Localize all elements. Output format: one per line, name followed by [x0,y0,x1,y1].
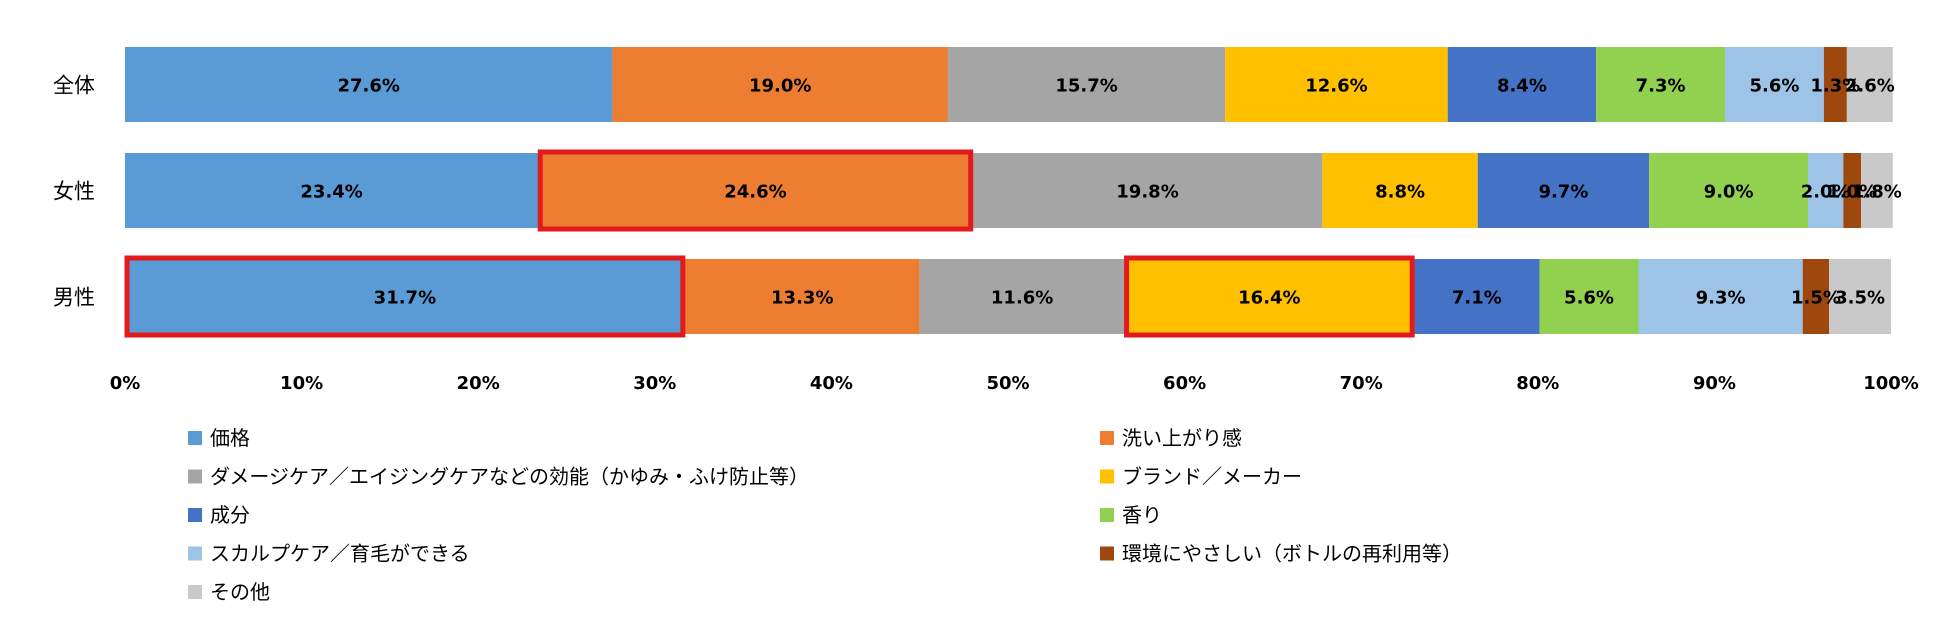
data-label: 7.1% [1452,288,1502,309]
bars-layer [125,47,1893,334]
x-tick-label: 30% [633,373,676,394]
data-label: 7.3% [1636,76,1686,97]
bar-segment [1539,259,1639,334]
x-tick-label: 70% [1340,373,1383,394]
legend-label: 価格 [210,426,250,450]
legend-label: 洗い上がり感 [1122,426,1242,450]
bar-segment [1322,153,1478,228]
bar-segment [1447,47,1597,122]
category-label: 男性 [53,286,95,310]
x-tick-label: 90% [1693,373,1736,394]
bar-segment [1225,47,1448,122]
legend-swatch [1100,469,1114,484]
bar-segment [1802,259,1830,334]
bar-segment [919,259,1125,334]
legend-label: スカルプケア／育毛ができる [210,542,470,566]
data-label: 3.5% [1835,288,1885,309]
data-label: 9.3% [1696,288,1746,309]
data-label: 24.6% [724,182,786,203]
bar-segment [538,153,973,228]
legend-swatch [1100,508,1114,522]
legend-swatch [188,546,202,561]
bar-segment [1596,47,1725,122]
legend-label: その他 [210,580,270,604]
data-label: 27.6% [337,76,399,97]
category-label: 全体 [53,74,95,98]
x-tick-label: 20% [457,373,500,394]
bar-segment [125,153,539,228]
bar-segment [1124,259,1415,334]
legend-swatch [1100,546,1114,561]
data-label: 8.8% [1375,182,1425,203]
bar-segment [1725,47,1824,122]
highlight-box [537,149,974,232]
bar-segment [1823,47,1847,122]
legend-swatch [1100,431,1114,445]
bar-segment [1808,153,1844,228]
bar-segment [125,259,685,334]
data-label: 8.4% [1497,76,1547,97]
data-label: 12.6% [1305,76,1367,97]
x-tick-label: 100% [1863,373,1919,394]
data-label: 16.4% [1238,288,1300,309]
bar-segment [1843,153,1861,228]
bar-segment [612,47,948,122]
data-label: 23.4% [300,182,362,203]
data-label: 31.7% [374,288,436,309]
bar-segment [1649,153,1808,228]
data-label: 2.0% [1801,182,1851,203]
x-tick-label: 40% [810,373,853,394]
x-tick-label: 10% [280,373,323,394]
data-label: 5.6% [1564,288,1614,309]
x-axis-ticks-layer: 0% 10% 20% 30% 40% 50% 60% 70% 80% 90% 100% [110,373,1919,394]
data-label: 9.0% [1704,182,1754,203]
legend-label: ブランド／メーカー [1122,465,1302,489]
data-label: 19.0% [749,76,811,97]
legend-label: ダメージケア／エイジングケアなどの効能（かゆみ・ふけ防止等） [210,465,809,489]
bar-segment [972,153,1323,228]
bar-segment [684,259,920,334]
x-tick-label: 80% [1516,373,1559,394]
data-label: 19.8% [1116,182,1178,203]
data-label: 13.3% [771,288,833,309]
x-tick-label: 0% [110,373,141,394]
data-label: 1.0% [1827,182,1877,203]
legend-label: 成分 [210,503,250,527]
data-label: 11.6% [991,288,1053,309]
data-label: 15.7% [1055,76,1117,97]
data-label: 1.8% [1852,182,1902,203]
data-label: 9.7% [1538,182,1588,203]
data-label: 5.6% [1749,76,1799,97]
highlights-layer [124,149,1415,338]
legend-swatch [188,431,202,445]
legend-label: 香り [1122,503,1162,527]
data-label: 1.5% [1791,288,1841,309]
legend-swatch [188,469,202,484]
bar-segment [125,47,613,122]
data-label: 1.3% [1810,76,1860,97]
category-label: 女性 [53,180,95,204]
data-label: 2.6% [1845,76,1895,97]
legend-swatch [188,585,202,599]
bar-segment [1638,259,1803,334]
x-tick-label: 60% [1163,373,1206,394]
bar-segment [1846,47,1893,122]
x-tick-label: 50% [986,373,1029,394]
bar-segment [1477,153,1650,228]
bar-segment [1414,259,1540,334]
highlight-box [1124,255,1415,338]
bar-segment [1860,153,1893,228]
legend-label: 環境にやさしい（ボトルの再利用等） [1122,542,1462,566]
segment-labels-layer: 27.6% 19.0% 15.7% 12.6% 8.4% 7.3% 5.6% 1.3%2.6%… [300,76,1901,309]
legend-swatch [188,508,202,522]
bar-segment [947,47,1226,122]
bar-segment [1829,259,1891,334]
highlight-box [124,255,686,338]
